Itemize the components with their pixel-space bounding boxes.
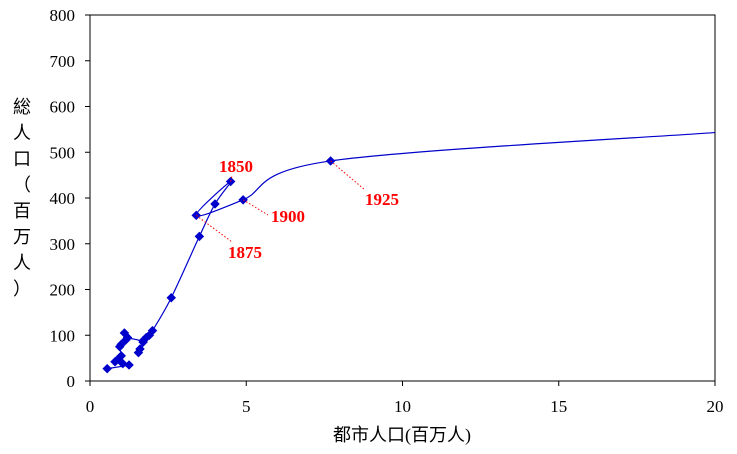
data-point xyxy=(124,360,134,370)
x-axis: 0 5 10 15 20 xyxy=(86,381,724,416)
y-tick-label: 700 xyxy=(50,52,76,71)
x-tick-label: 10 xyxy=(394,397,411,416)
plot-area xyxy=(89,14,716,382)
annotation-leader xyxy=(330,160,366,191)
data-point xyxy=(114,341,125,352)
y-axis-title-char: ） xyxy=(13,279,31,299)
y-axis-title-char: 口 xyxy=(13,149,31,169)
annotation-layer: 1850 1875 1900 1925 xyxy=(195,157,399,262)
annotation-label: 1900 xyxy=(271,207,305,226)
data-point xyxy=(194,231,205,242)
annotation-label: 1875 xyxy=(228,243,262,262)
annotation-leader xyxy=(230,175,233,182)
y-axis-title-char: 人 xyxy=(13,123,31,143)
x-tick-label: 0 xyxy=(86,397,95,416)
data-point xyxy=(110,356,120,367)
data-point xyxy=(138,337,148,347)
y-tick-label: 800 xyxy=(50,6,76,25)
data-point xyxy=(166,292,177,303)
y-tick-label: 400 xyxy=(50,189,76,208)
y-tick-label: 300 xyxy=(50,235,76,254)
x-tick-label: 20 xyxy=(707,397,724,416)
data-point xyxy=(117,358,128,369)
series-layer xyxy=(102,131,716,374)
annotation-leader xyxy=(195,214,233,243)
data-point xyxy=(133,347,144,358)
annotation-label: 1850 xyxy=(219,157,253,176)
annotation-leader xyxy=(242,199,269,216)
y-tick-label: 0 xyxy=(67,372,76,391)
annotation-label: 1925 xyxy=(365,190,399,209)
y-axis-title-char: 百 xyxy=(13,201,31,221)
y-axis: 0 100 200 300 400 500 600 700 800 xyxy=(50,6,90,391)
y-tick-label: 600 xyxy=(50,98,76,117)
y-axis-title-char: 人 xyxy=(13,253,31,273)
y-tick-label: 500 xyxy=(50,143,76,162)
y-axis-title: 総人口（百万人） xyxy=(13,97,31,299)
y-tick-label: 200 xyxy=(50,281,76,300)
x-axis-title: 都市人口(百万人) xyxy=(333,425,471,446)
y-axis-title-char: （ xyxy=(13,175,31,195)
data-point xyxy=(102,363,113,374)
y-axis-title-char: 総 xyxy=(13,97,31,117)
y-axis-title-char: 万 xyxy=(13,227,31,247)
data-point xyxy=(210,199,220,209)
x-tick-label: 15 xyxy=(550,397,567,416)
y-tick-label: 100 xyxy=(50,326,76,345)
x-tick-label: 5 xyxy=(242,397,251,416)
